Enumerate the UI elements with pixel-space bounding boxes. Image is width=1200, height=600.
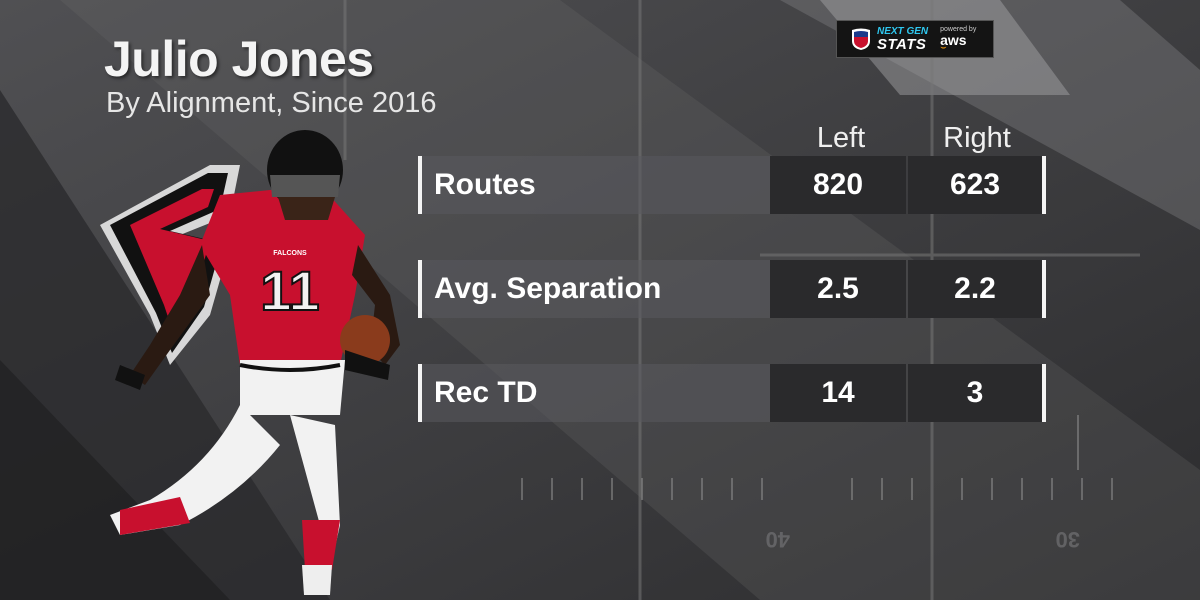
aws-smile-icon: ⌣ xyxy=(940,41,947,53)
row-label-cell: Rec TD xyxy=(418,364,770,422)
row-label: Routes xyxy=(434,168,536,201)
ngs-line2: STATS xyxy=(877,35,927,53)
column-header-left: Left xyxy=(816,122,866,154)
value-left: 820 xyxy=(770,156,906,214)
value-right: 623 xyxy=(908,156,1046,214)
jersey-number: 11 xyxy=(260,259,319,322)
value-left: 14 xyxy=(770,364,906,422)
value-right: 2.2 xyxy=(908,260,1046,318)
row-label-cell: Avg. Separation xyxy=(418,260,770,318)
next-gen-stats-badge: NEXT GEN STATS powered by aws ⌣ xyxy=(836,20,994,58)
ngs-wordmark: NEXT GEN STATS xyxy=(877,25,929,53)
value-right: 3 xyxy=(908,364,1046,422)
nfl-shield-icon xyxy=(852,28,870,50)
yard-marker-30: 30 xyxy=(1056,527,1080,552)
row-label: Avg. Separation xyxy=(434,272,662,305)
player-graphic: 11 FALCONS xyxy=(100,130,400,595)
column-header-right: Right xyxy=(943,122,1011,154)
page-subtitle: By Alignment, Since 2016 xyxy=(106,87,437,119)
jersey-wordmark: FALCONS xyxy=(273,250,307,257)
yard-marker-40: 40 xyxy=(766,527,790,552)
stat-row-routes: Routes 820 623 xyxy=(418,156,1050,214)
row-label: Rec TD xyxy=(434,376,538,409)
page-title: Julio Jones xyxy=(104,31,374,87)
ngs-line1: NEXT GEN xyxy=(877,25,929,37)
aws-wordmark: powered by aws ⌣ xyxy=(940,26,976,53)
aws-text: aws xyxy=(940,31,967,48)
row-label-cell: Routes xyxy=(418,156,770,214)
powered-by-text: powered by xyxy=(940,25,977,33)
hash-marks xyxy=(521,415,1113,500)
stat-row-rec-td: Rec TD 14 3 xyxy=(418,364,1050,422)
stat-row-avg-separation: Avg. Separation 2.5 2.2 xyxy=(418,260,1050,318)
value-left: 2.5 xyxy=(770,260,906,318)
